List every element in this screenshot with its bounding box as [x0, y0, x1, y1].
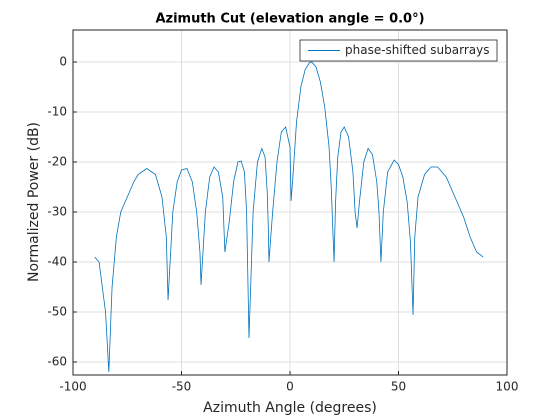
x-axis-label: Azimuth Angle (degrees) [203, 400, 377, 416]
legend-box [299, 39, 498, 62]
y-tick-label: -30 [47, 205, 67, 219]
plot-frame [72, 29, 508, 376]
y-tick-label: -50 [47, 305, 67, 319]
x-tick-label: 100 [496, 380, 519, 394]
data-line [94, 61, 484, 373]
x-tick-label: 0 [286, 380, 294, 394]
x-tick-label: 50 [391, 380, 406, 394]
x-tick-label: -50 [172, 380, 192, 394]
y-tick-label: -20 [47, 155, 67, 169]
chart-title: Azimuth Cut (elevation angle = 0.0°) [155, 12, 424, 27]
x-tick-label: -100 [59, 380, 86, 394]
y-tick-label: 0 [59, 55, 67, 69]
y-tick-label: -40 [47, 255, 67, 269]
y-tick-label: -10 [47, 105, 67, 119]
legend-label: phase-shifted subarrays [345, 43, 489, 57]
y-tick-label: -60 [47, 355, 67, 369]
y-axis-label: Normalized Power (dB) [26, 122, 42, 282]
